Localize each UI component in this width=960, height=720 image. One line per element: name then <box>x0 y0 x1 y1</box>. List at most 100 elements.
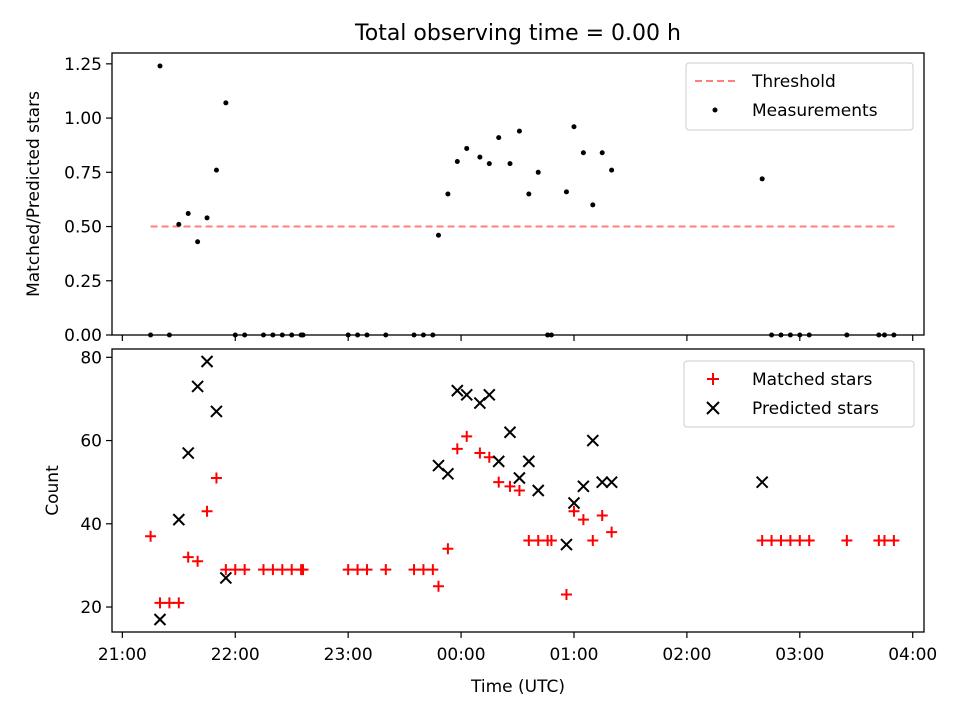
matched-stars-point <box>568 505 580 517</box>
matched-stars-point <box>163 597 175 609</box>
measurement-point <box>563 189 569 195</box>
matched-stars-point <box>878 534 890 546</box>
top-legend: Threshold Measurements <box>685 62 914 131</box>
top-plot-marks <box>148 63 898 338</box>
predicted-stars-point <box>567 496 581 510</box>
measurement-point <box>526 191 532 197</box>
matched-stars-legend-swatch <box>707 373 719 385</box>
measurement-point <box>454 158 460 164</box>
measurement-point <box>435 232 441 238</box>
predicted-stars-point <box>172 513 186 526</box>
top-axis-ticks: 0.00 0.25 0.50 0.75 1.00 1.25 <box>64 55 914 346</box>
matched-stars-point <box>841 534 853 546</box>
predicted-stars-point <box>483 388 496 401</box>
predicted-stars-point <box>577 480 590 493</box>
measurement-point <box>223 100 229 106</box>
top-y-axis-label: Matched/Predicted stars <box>24 91 44 297</box>
matched-stars-point <box>545 534 557 546</box>
matched-stars-point <box>513 485 525 496</box>
predicted-stars-point <box>605 475 618 489</box>
matched-stars-point <box>427 564 439 576</box>
matched-stars-point <box>210 472 222 484</box>
measurement-point <box>464 145 470 151</box>
predicted-stars-point <box>503 426 517 439</box>
y-tick-label: 1.25 <box>64 55 102 75</box>
matched-stars-point <box>596 509 608 521</box>
predicted-stars-point <box>492 455 505 468</box>
y-tick-label: 0.00 <box>64 326 102 346</box>
y-tick-label: 0.75 <box>64 163 102 183</box>
predicted-stars-point <box>532 484 545 497</box>
bottom-legend: Matched stars Predicted stars <box>683 360 915 428</box>
matched-stars-point <box>461 430 473 442</box>
legend-label-measurements: Measurements <box>752 101 878 121</box>
bottom-plot-marks <box>145 355 900 626</box>
x-tick-label: 01:00 <box>549 645 598 665</box>
matched-stars-point <box>803 534 815 546</box>
x-axis-label: Time (UTC) <box>470 677 565 697</box>
matched-stars-point <box>220 564 232 576</box>
top-panel: 0.00 0.25 0.50 0.75 1.00 1.25 Matched/Predict… <box>24 52 925 346</box>
measurement-point <box>477 154 483 160</box>
matched-stars-point <box>361 564 373 576</box>
measurement-point <box>157 63 163 69</box>
y-tick-label: 0.25 <box>64 272 102 292</box>
measurement-point <box>507 161 513 167</box>
predicted-stars-point <box>586 434 600 447</box>
x-tick-label: 04:00 <box>888 645 937 665</box>
bottom-legend-box <box>683 360 915 428</box>
x-tick-label: 02:00 <box>662 645 711 665</box>
x-tick-label: 22:00 <box>211 645 260 665</box>
matched-stars-point <box>560 589 572 601</box>
y-tick-label: 80 <box>80 348 102 368</box>
x-tick-label: 21:00 <box>98 645 147 665</box>
bottom-axes-frame <box>111 348 925 633</box>
legend-label-threshold: Threshold <box>751 72 836 92</box>
predicted-stars-point <box>460 388 473 401</box>
matched-stars-point <box>229 564 241 576</box>
predicted-stars-point <box>153 613 167 626</box>
measurements-legend-swatch <box>712 107 718 113</box>
matched-stars-point <box>352 564 364 576</box>
measurement-point <box>185 211 191 217</box>
measurement-point <box>195 239 201 245</box>
matched-stars-point <box>239 564 251 576</box>
x-tick-label: 03:00 <box>775 645 824 665</box>
predicted-stars-point <box>191 380 204 393</box>
matched-stars-point <box>192 555 204 567</box>
predicted-stars-point <box>219 571 233 585</box>
measurement-point <box>571 124 577 130</box>
matched-stars-point <box>173 597 185 609</box>
series-matched-stars <box>145 430 900 609</box>
matched-stars-point <box>442 543 454 555</box>
matched-stars-point <box>523 534 535 546</box>
matched-stars-point <box>532 534 544 546</box>
measurement-point <box>486 161 492 167</box>
matched-stars-point <box>257 564 269 576</box>
matched-stars-point <box>145 530 157 542</box>
matched-stars-point <box>756 534 768 546</box>
y-tick-label: 60 <box>80 432 102 452</box>
matched-stars-point <box>154 597 166 609</box>
measurement-point <box>496 135 502 141</box>
y-tick-label: 20 <box>80 598 102 618</box>
matched-stars-point <box>766 534 778 546</box>
measurement-point <box>599 150 605 156</box>
top-axes-frame <box>111 52 925 336</box>
measurement-point <box>176 221 182 227</box>
matched-stars-point <box>577 514 589 526</box>
matched-stars-point <box>182 551 194 563</box>
matched-stars-point <box>493 476 505 488</box>
matched-stars-point <box>201 505 213 517</box>
predicted-stars-point <box>522 455 536 468</box>
series-measurements <box>148 63 897 338</box>
predicted-stars-point <box>441 467 455 481</box>
matched-stars-point <box>342 564 354 576</box>
x-tick-label: 00:00 <box>437 645 486 665</box>
measurement-point <box>213 167 219 173</box>
predicted-stars-point <box>755 475 769 489</box>
matched-stars-point <box>380 564 392 576</box>
measurement-point <box>609 167 615 173</box>
predicted-stars-point <box>200 355 214 368</box>
